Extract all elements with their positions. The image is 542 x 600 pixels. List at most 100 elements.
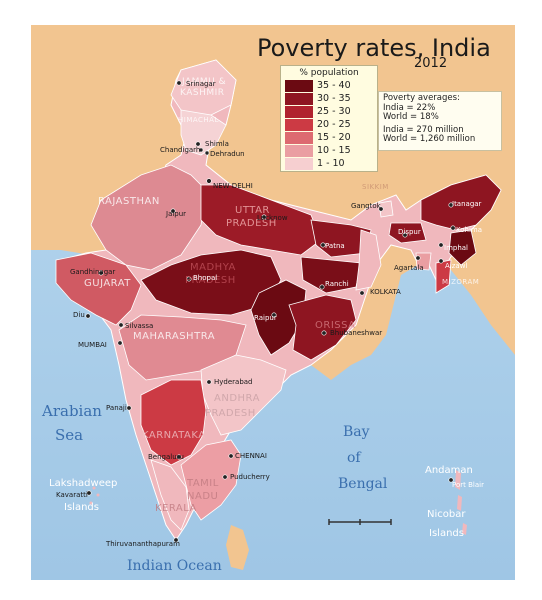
state-himachal: HIMACHAL [178, 116, 219, 124]
averages-heading: Poverty averages: [383, 93, 460, 103]
city-chandigarh: Chandigarh [160, 146, 201, 154]
legend-row: 10 - 15 [285, 145, 373, 157]
sri-lanka [226, 525, 249, 570]
city-diu: Diu [73, 311, 85, 319]
legend-row: 30 - 35 [285, 93, 373, 105]
state-maharashtra: MAHARASHTRA [133, 331, 216, 342]
legend-swatch [285, 119, 313, 131]
region-tamil-nadu [180, 439, 242, 521]
region-rajasthan [90, 164, 207, 271]
legend-row: 15 - 20 [285, 132, 373, 144]
legend-swatch [285, 145, 313, 157]
legend-label: 15 - 20 [317, 132, 351, 143]
state-kerala: KERALA [155, 503, 197, 514]
averages-india-count: India = 270 million [383, 124, 464, 135]
region-sikkim [378, 200, 394, 218]
region-karnataka [140, 379, 207, 466]
city-raipur: Raipur [254, 314, 277, 322]
city-srinagar: Srinagar [186, 80, 216, 88]
region-mizoram [435, 259, 452, 294]
city-hyderabad: Hyderabad [214, 378, 253, 386]
legend-row: 25 - 30 [285, 106, 373, 118]
city-new-delhi: NEW DELHI [213, 182, 253, 190]
legend-row: 1 - 10 [285, 158, 373, 170]
state-uttar: UTTAR [235, 205, 270, 216]
label-nicobar: Nicobar [427, 509, 466, 520]
label-lakshadweep-islands: Islands [64, 502, 99, 513]
city-aizawl: Aizawl [445, 262, 468, 270]
city-silvassa: Silvassa [125, 322, 154, 330]
legend-swatch [285, 132, 313, 144]
city-ranchi: Ranchi [325, 280, 349, 288]
city-dispur: Dispur [398, 228, 421, 236]
city-chennai: CHENNAI [235, 452, 267, 460]
label-bengal: Bengal [338, 476, 388, 492]
city-bhopal: Bhopal [193, 274, 218, 282]
label-arabian: Arabian [42, 402, 102, 420]
legend-label: 10 - 15 [317, 145, 351, 156]
region-gujarat [55, 252, 142, 326]
city-lucknow: Lucknow [257, 214, 288, 222]
legend-label: 25 - 30 [317, 106, 351, 117]
city-gangtok: Gangtok [351, 202, 381, 210]
state-jammu: JAMMU & [182, 77, 227, 87]
region-andhra-pradesh [200, 354, 287, 436]
state-pradesh-ap: PRADESH [205, 408, 256, 419]
state-kashmir: KASHMIR [180, 88, 225, 98]
region-west-bengal [355, 229, 382, 291]
legend-row: 35 - 40 [285, 80, 373, 92]
state-nadu: NADU [187, 491, 219, 502]
city-shimla: Shimla [205, 140, 229, 148]
state-andhra: ANDHRA [214, 393, 260, 404]
city-kolkata: KOLKATA [370, 288, 401, 296]
city-jaipur: Jaipur [166, 210, 187, 218]
city-panaji: Panaji [106, 404, 127, 412]
averages-world-pct: World = 18% [383, 112, 439, 122]
region-meghalaya [388, 222, 427, 244]
state-madhya: MADHYA [190, 262, 236, 273]
lakshadweep-islands [89, 486, 100, 505]
label-of: of [347, 450, 361, 466]
legend: % population 35 - 40 30 - 35 25 - 30 20 - 2… [280, 65, 378, 172]
city-kohima: Kohima [456, 226, 483, 234]
poverty-averages-box: Poverty averages: India = 22% World = 18… [378, 91, 502, 151]
state-sikkim: SIKKIM [362, 183, 389, 191]
state-mizoram: MIZORAM [442, 278, 480, 286]
averages-india-pct: India = 22% [383, 102, 436, 113]
city-patna: Patna [325, 242, 345, 250]
state-gujarat: GUJARAT [84, 278, 131, 289]
legend-label: 35 - 40 [317, 80, 351, 91]
legend-swatch [285, 158, 313, 170]
map-title: Poverty rates, India [257, 34, 491, 62]
city-markers [85, 80, 456, 543]
region-manipur [448, 229, 477, 266]
region-chhattisgarh [250, 279, 307, 356]
state-rajasthan: RAJASTHAN [98, 196, 160, 207]
averages-world-count: World = 1,260 million [383, 134, 476, 144]
city-puducherry: Puducherry [230, 473, 270, 481]
label-bay: Bay [343, 424, 370, 440]
label-indian-ocean: Indian Ocean [127, 558, 222, 574]
legend-swatch [285, 106, 313, 118]
region-odisha [288, 294, 357, 361]
city-gandhinagar: Gandhinagar [70, 268, 116, 276]
city-bhubaneshwar: Bhubaneshwar [330, 329, 383, 337]
legend-swatch [285, 80, 313, 92]
legend-row: 20 - 25 [285, 119, 373, 131]
state-pradesh-mp: PRADESH [185, 275, 236, 286]
city-imphal: Imphal [444, 244, 468, 252]
region-himachal [180, 109, 227, 156]
region-uttar-pradesh [200, 184, 322, 256]
city-itanagar: Itanagar [452, 200, 482, 208]
state-tamil: TAMIL [187, 478, 219, 489]
city-kavaratti: Kavaratti [56, 491, 88, 499]
city-port-blair: Port Blair [452, 481, 484, 489]
label-sea: Sea [55, 426, 84, 444]
legend-title: % population [299, 68, 359, 78]
label-andaman: Andaman [425, 465, 473, 476]
legend-swatch [285, 93, 313, 105]
label-lakshadweep: Lakshadweep [49, 478, 118, 489]
scale-bar [328, 519, 392, 525]
city-bengaluru: Bengaluru [148, 453, 184, 461]
city-dehradun: Dehradun [210, 150, 245, 158]
